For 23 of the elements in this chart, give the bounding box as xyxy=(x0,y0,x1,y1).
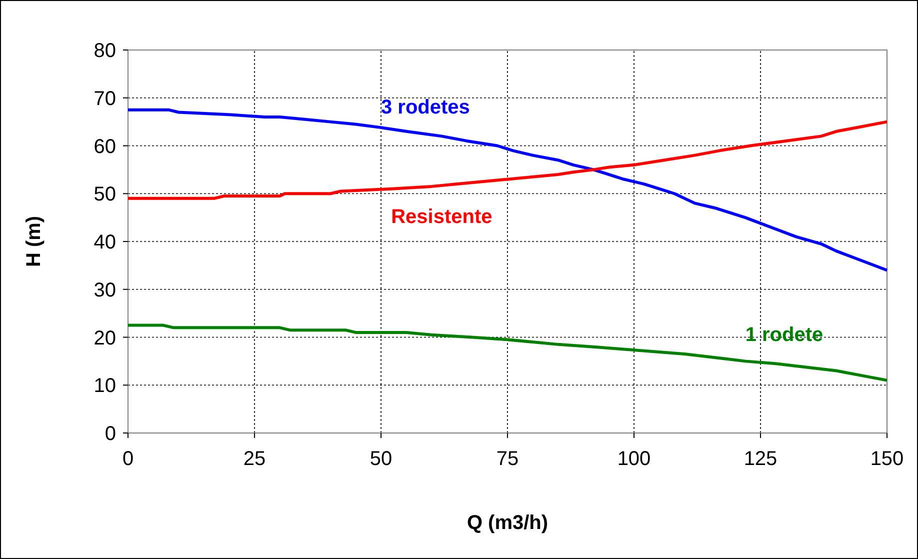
x-axis-title: Q (m3/h) xyxy=(466,512,548,534)
y-tick-label: 30 xyxy=(94,279,116,302)
x-tick-label: 150 xyxy=(870,448,904,470)
y-axis-title: H (m) xyxy=(23,216,45,268)
series-label: Resistente xyxy=(391,206,492,228)
series-label: 3 rodetes xyxy=(381,96,470,119)
x-tick-label: 25 xyxy=(243,448,266,470)
x-tick-label: 100 xyxy=(617,448,651,470)
y-tick-label: 70 xyxy=(94,88,116,110)
line-series xyxy=(126,120,888,200)
y-tick-label: 50 xyxy=(94,184,116,206)
y-tick-label: 40 xyxy=(94,232,116,254)
y-tick-label: 60 xyxy=(94,136,116,158)
line-series xyxy=(126,324,888,382)
y-tick-label: 20 xyxy=(94,327,116,350)
x-tick-label: 0 xyxy=(122,448,134,470)
x-tick-label: 75 xyxy=(496,448,519,470)
series-label: 1 rodete xyxy=(745,324,824,346)
y-tick-label: 80 xyxy=(94,40,116,62)
y-tick-label: 10 xyxy=(94,375,116,398)
y-tick-label: 0 xyxy=(104,423,116,445)
x-tick-label: 50 xyxy=(370,448,392,470)
x-tick-label: 125 xyxy=(744,448,778,470)
